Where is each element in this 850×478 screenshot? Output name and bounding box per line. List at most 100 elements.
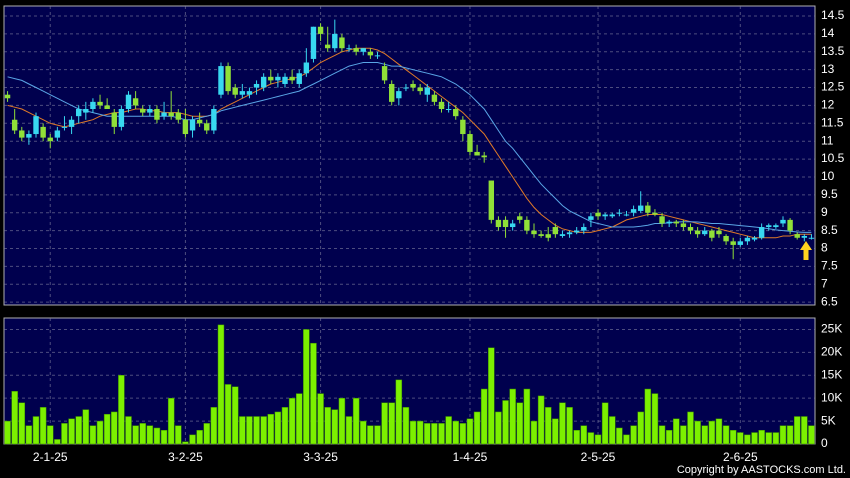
volume-bar [253,416,260,445]
volume-bar [658,425,666,445]
volume-bar [566,407,573,445]
y-tick-label: 14 [821,26,835,40]
volume-bar [786,425,794,445]
volume-bar [96,420,104,445]
volume-bar [246,416,253,445]
volume-bar [267,413,275,445]
candle-body [268,76,274,81]
candle-body [161,112,167,117]
volume-bar [495,411,502,445]
volume-bar [530,420,538,445]
candle-body [488,180,495,220]
candle-body [438,101,445,110]
volume-bar [744,434,751,445]
candle-body [26,134,32,138]
candle-body [509,223,516,228]
candle-body [360,48,366,52]
volume-bar [331,409,339,445]
volume-bar [601,402,609,445]
candle-body [140,109,146,113]
volume-bar [118,375,125,445]
candle-body [559,234,566,236]
candle-body [75,109,82,117]
volume-bar [680,425,687,445]
candle-body [104,105,110,110]
candle-body [694,230,701,235]
volume-bar [523,388,531,445]
candle-body [645,205,651,213]
volume-bar [801,416,808,445]
candle-body [737,241,744,245]
candle-body [474,151,480,156]
y-tick-label: 11.5 [821,115,844,129]
copyright: Copyright by AASTOCKS.com Ltd. [677,464,846,476]
candle-body [445,109,452,111]
candle-body [332,33,338,49]
candle-body [524,219,530,231]
volume-bar [729,430,737,445]
x-tick-label: 3-2-25 [168,450,203,464]
candle-body [275,76,281,81]
volume-bar [153,427,161,445]
volume-bar [587,432,595,445]
x-tick-label: 2-5-25 [581,450,616,464]
volume-bar [39,407,47,445]
candle-body [367,51,374,56]
candle-body [453,109,459,117]
candle-body [346,48,352,50]
candle-body [374,55,381,57]
volume-bar [637,411,644,445]
candle-body [310,26,317,59]
candle-body [687,227,694,231]
y-tick-label: 8.5 [821,223,838,237]
volume-bar [395,379,403,445]
candle-body [182,119,189,135]
candle-body [616,212,623,214]
volume-bar [103,413,111,445]
candle-body [794,234,800,238]
volume-bar [765,432,772,445]
candle-body [175,112,181,120]
candle-body [118,109,125,127]
volume-bar [416,420,424,445]
candle-body [168,112,174,117]
candle-body [353,48,359,52]
y-tick-label: 9 [821,205,828,219]
volume-bar [573,430,580,445]
candle-body [467,134,473,152]
candle-body [609,214,615,217]
candle-body [517,216,523,220]
candle-body [588,216,594,220]
volume-bar [139,423,146,445]
candle-body [47,137,53,142]
candle-body [751,237,758,240]
candle-body [581,227,587,231]
candle-body [282,76,288,84]
volume-bar [381,402,388,445]
volume-tick-label: 20K [821,345,842,359]
volume-bar [189,434,196,445]
candle-body [111,112,117,127]
volume-tick-label: 0 [821,436,828,450]
candle-body [339,37,345,49]
volume-bar [260,416,267,445]
volume-bar [772,432,780,445]
candle-body [744,237,751,242]
y-tick-label: 10 [821,169,835,183]
candle-body [552,227,559,235]
volume-bar [338,397,346,445]
volume-bar [438,423,445,445]
y-tick-label: 10.5 [821,151,845,165]
candle-body [673,221,679,224]
volume-bar [445,416,452,445]
candle-body [68,119,75,127]
volume-tick-label: 25K [821,322,842,336]
volume-bar [203,423,210,445]
volume-bar [274,411,282,445]
candle-body [431,94,438,102]
candle-body [154,109,160,120]
candle-body [652,212,658,215]
candle-body [4,94,11,99]
candle-body [132,98,139,106]
